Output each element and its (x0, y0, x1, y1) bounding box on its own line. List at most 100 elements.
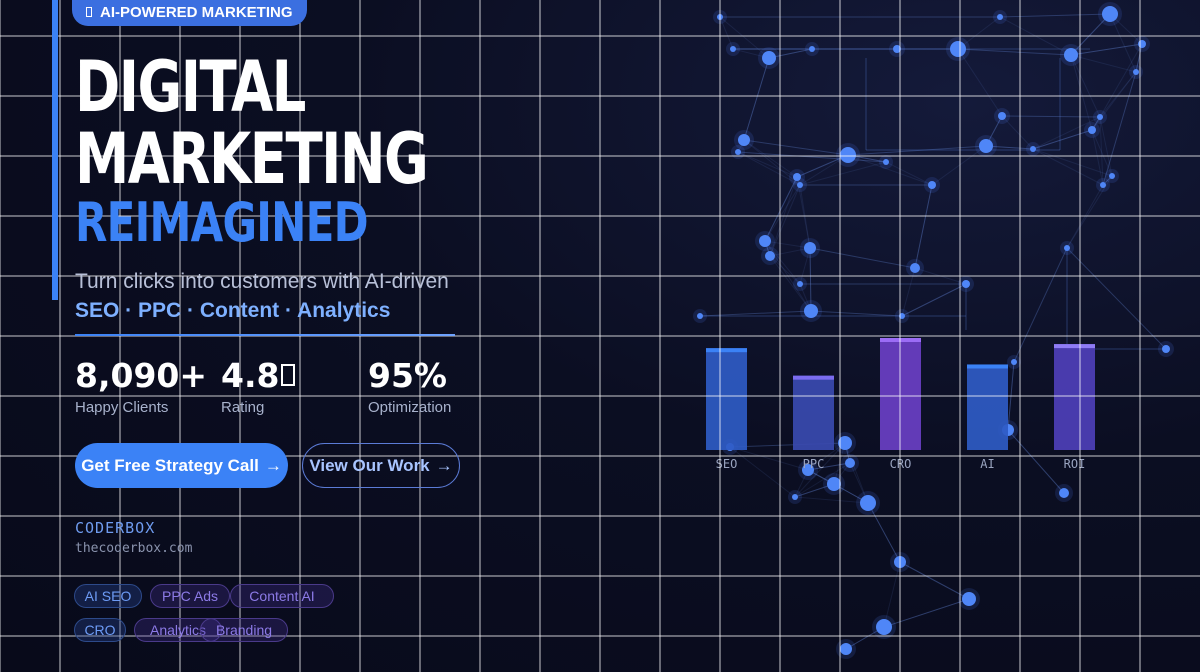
get-strategy-call-button[interactable]: Get Free Strategy Call → (75, 443, 288, 488)
network-mesh-edge (1099, 116, 1104, 186)
network-edge (768, 48, 813, 59)
network-mesh-edge (799, 184, 811, 249)
bar-label-seo: SEO (716, 457, 738, 471)
tag-branding[interactable]: Branding (200, 618, 288, 642)
view-our-work-button[interactable]: View Our Work → (302, 443, 460, 488)
network-mesh-edge (867, 502, 901, 563)
network-edge (1070, 43, 1143, 56)
network-mesh-edge (901, 283, 967, 317)
network-node (979, 139, 993, 153)
headline-line-3: REIMAGINED (75, 191, 369, 254)
network-mesh-edge (769, 255, 812, 312)
network-mesh-edge (796, 176, 811, 249)
network-mesh-edge (1109, 13, 1137, 73)
network-edge (764, 176, 798, 242)
network-mesh-edge (957, 48, 1003, 117)
bar-ppc (793, 375, 834, 450)
network-node (910, 263, 920, 273)
network-node (962, 592, 976, 606)
network-edge (883, 598, 970, 628)
stat-label: Happy Clients (75, 399, 169, 416)
network-node (804, 242, 816, 254)
network-mesh-edge (883, 598, 970, 628)
stat-label: Rating (221, 399, 265, 416)
divider (75, 334, 455, 336)
network-node (797, 281, 803, 287)
network-node (1162, 345, 1170, 353)
subheading: Turn clicks into customers with AI-drive… (75, 270, 449, 293)
network-edge (810, 310, 903, 317)
network-mesh-edge (1099, 43, 1143, 118)
network-node (1097, 114, 1103, 120)
network-node (802, 464, 814, 476)
network-mesh-edge (985, 145, 1034, 150)
network-node (860, 495, 876, 511)
stat-optimization: 95% Optimization (368, 356, 451, 416)
tag-content-ai[interactable]: Content AI (230, 584, 334, 608)
network-mesh-edge (743, 139, 798, 178)
box-icon (86, 7, 92, 17)
tag-ppc-ads[interactable]: PPC Ads (150, 584, 230, 608)
network-mesh-edge (764, 240, 801, 285)
network-edge (999, 13, 1111, 18)
network-mesh-edge (844, 442, 869, 504)
network-edge (867, 502, 901, 563)
network-mesh-edge (769, 247, 811, 257)
network-node (1064, 48, 1078, 62)
network-node (1088, 126, 1096, 134)
bar-label-cro: CRO (890, 457, 912, 471)
accent-bar (52, 0, 58, 300)
network-mesh-edge (743, 57, 770, 141)
network-edge (743, 57, 770, 141)
network-node (998, 112, 1006, 120)
network-node (928, 181, 936, 189)
network-edge (1001, 115, 1101, 118)
network-node (1011, 359, 1017, 365)
network-node (962, 280, 970, 288)
network-mesh-edge (1066, 175, 1113, 249)
tag-ai-seo[interactable]: AI SEO (74, 584, 142, 608)
brand-name: CODERBOX (75, 519, 156, 537)
stat-value: 95% (368, 356, 447, 395)
network-node (1064, 245, 1070, 251)
brand-domain: thecoderbox.com (75, 541, 193, 556)
network-node (759, 235, 771, 247)
bar-label-ppc: PPC (803, 457, 825, 471)
stat-label: Optimization (368, 399, 452, 416)
network-edge (807, 462, 851, 471)
network-node (1100, 182, 1106, 188)
arrow-right-icon: → (264, 455, 282, 475)
bar-cap (793, 375, 834, 380)
network-mesh-edge (768, 48, 813, 59)
network-mesh-edge (1032, 129, 1093, 150)
network-edge (1066, 247, 1167, 350)
network-mesh-edge (769, 255, 801, 285)
network-mesh-edge (1099, 71, 1137, 118)
arrow-right-icon: → (435, 455, 453, 475)
network-node (838, 436, 852, 450)
network-mesh-edge (883, 561, 901, 628)
network-edge (809, 247, 916, 269)
network-node (1102, 6, 1118, 22)
bar-cap (967, 364, 1008, 369)
network-mesh-edge (794, 496, 869, 504)
network-edge (899, 561, 970, 600)
network-mesh-edge (885, 161, 933, 186)
network-node (792, 494, 798, 500)
network-mesh-edge (809, 247, 812, 312)
bar-ai (967, 364, 1008, 450)
network-node (883, 159, 889, 165)
network-node (827, 477, 841, 491)
network-edge (809, 247, 812, 312)
network-node (797, 182, 803, 188)
network-edge (1007, 429, 1065, 494)
network-mesh-edge (764, 184, 801, 242)
network-mesh-edge (931, 145, 987, 186)
network-node (950, 41, 966, 57)
tag-cro[interactable]: CRO (74, 618, 126, 642)
network-mesh-edge (807, 462, 851, 471)
network-mesh-edge (1001, 115, 1034, 150)
network-mesh-edge (1070, 43, 1143, 56)
network-mesh-edge (1099, 116, 1113, 177)
